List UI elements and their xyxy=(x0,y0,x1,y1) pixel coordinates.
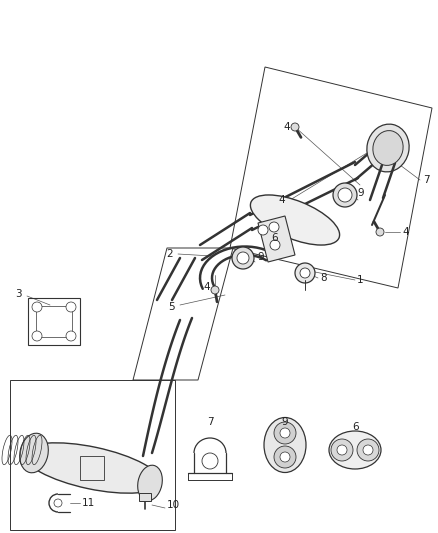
Text: 9: 9 xyxy=(282,417,288,427)
Text: 1: 1 xyxy=(357,275,364,285)
Circle shape xyxy=(54,499,62,507)
Polygon shape xyxy=(258,216,295,262)
Text: 7: 7 xyxy=(207,417,213,427)
Polygon shape xyxy=(139,493,151,501)
Circle shape xyxy=(66,331,76,341)
Text: 7: 7 xyxy=(423,175,430,185)
Circle shape xyxy=(211,286,219,294)
Ellipse shape xyxy=(367,124,409,172)
Circle shape xyxy=(333,183,357,207)
Circle shape xyxy=(32,331,42,341)
Circle shape xyxy=(237,252,249,264)
Text: 10: 10 xyxy=(167,500,180,510)
Text: 4: 4 xyxy=(203,282,210,292)
Circle shape xyxy=(274,422,296,444)
Text: 8: 8 xyxy=(320,273,327,283)
Text: 2: 2 xyxy=(166,249,173,259)
Text: 9: 9 xyxy=(357,188,364,198)
Circle shape xyxy=(66,302,76,312)
Text: 4: 4 xyxy=(279,195,285,205)
Text: 6: 6 xyxy=(272,233,278,243)
Ellipse shape xyxy=(373,131,403,165)
Circle shape xyxy=(363,445,373,455)
Ellipse shape xyxy=(23,443,161,493)
Circle shape xyxy=(32,302,42,312)
Circle shape xyxy=(357,439,379,461)
Circle shape xyxy=(300,268,310,278)
Circle shape xyxy=(280,428,290,438)
Ellipse shape xyxy=(138,465,162,501)
Circle shape xyxy=(274,446,296,468)
Text: 5: 5 xyxy=(168,302,175,312)
Circle shape xyxy=(232,247,254,269)
Circle shape xyxy=(295,263,315,283)
Ellipse shape xyxy=(264,417,306,472)
Ellipse shape xyxy=(251,195,339,245)
Circle shape xyxy=(258,225,268,235)
Circle shape xyxy=(202,453,218,469)
Circle shape xyxy=(269,222,279,232)
Text: 4: 4 xyxy=(402,227,409,237)
Circle shape xyxy=(270,240,280,250)
Circle shape xyxy=(337,445,347,455)
Circle shape xyxy=(338,188,352,202)
Text: 11: 11 xyxy=(82,498,95,508)
Text: 4: 4 xyxy=(283,122,290,132)
Text: 3: 3 xyxy=(15,289,22,299)
Text: 6: 6 xyxy=(353,422,359,432)
Ellipse shape xyxy=(20,433,48,473)
Circle shape xyxy=(280,452,290,462)
Circle shape xyxy=(291,123,299,131)
Circle shape xyxy=(331,439,353,461)
Text: 9: 9 xyxy=(257,252,264,262)
Ellipse shape xyxy=(329,431,381,469)
Circle shape xyxy=(376,228,384,236)
